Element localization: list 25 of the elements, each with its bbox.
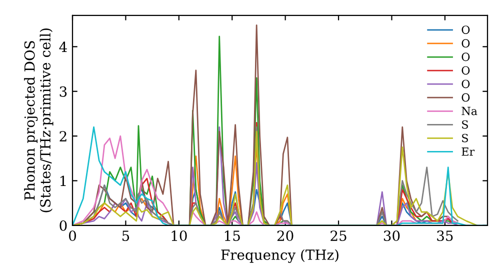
legend-label: S — [462, 134, 468, 142]
legend-label: Na — [462, 106, 478, 116]
x-tick-label: 30 — [384, 230, 400, 242]
x-tick-label: 0 — [68, 230, 76, 242]
x-tick-label: 35 — [437, 230, 453, 242]
legend-label: O — [462, 66, 470, 75]
x-tick-label: 10 — [172, 230, 187, 242]
y-tick-label: 2 — [60, 131, 66, 142]
y-tick-label: 4 — [59, 42, 67, 52]
legend-label: O — [462, 39, 470, 48]
x-axis-title: Frequency (THz) — [221, 249, 338, 263]
legend-label: O — [462, 52, 470, 62]
y-tick-label: 1 — [60, 176, 66, 186]
legend-label: O — [462, 93, 470, 102]
x-tick-label: 25 — [330, 230, 346, 242]
y-tick-label: 3 — [60, 86, 67, 97]
legend-label: Er — [462, 148, 475, 156]
x-tick-label: 5 — [122, 230, 130, 242]
y-axis-title: Phonon projected DOS (States/THz·primitive cell) — [24, 28, 54, 212]
legend-label: O — [462, 80, 470, 88]
y-tick-label: 0 — [60, 220, 67, 231]
legend-label: O — [462, 26, 470, 34]
legend-label: S — [462, 120, 468, 129]
x-tick-label: 15 — [224, 230, 240, 242]
x-tick-label: 20 — [277, 230, 294, 242]
